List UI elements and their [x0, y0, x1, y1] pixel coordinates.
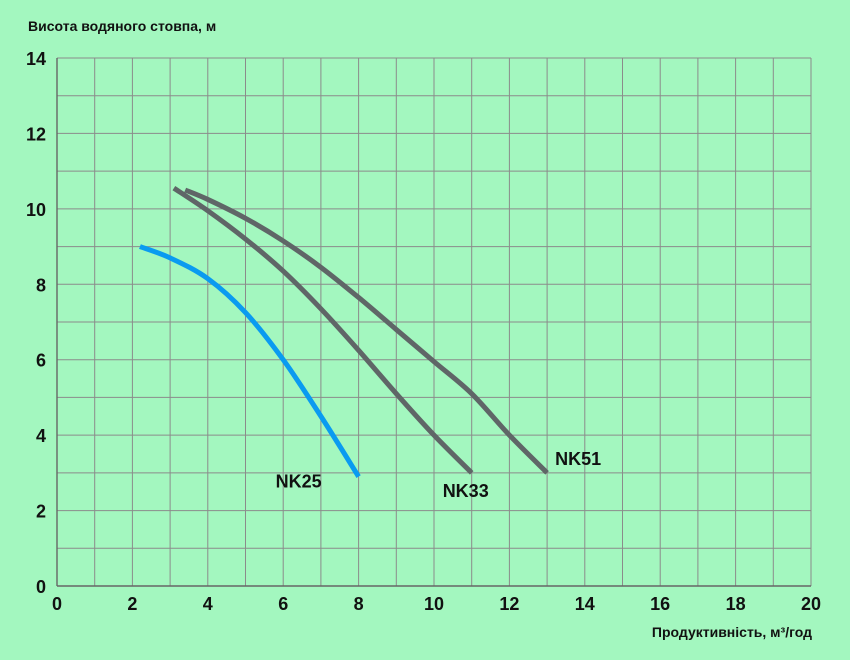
y-tick-label: 0	[36, 577, 46, 597]
x-tick-label: 0	[52, 594, 62, 614]
y-tick-label: 4	[36, 426, 46, 446]
series-label-nk33: NK33	[443, 481, 489, 501]
x-tick-label: 12	[499, 594, 519, 614]
series-layer	[139, 186, 549, 478]
series-label-nk25: NK25	[276, 472, 322, 492]
grid-layer	[56, 57, 812, 587]
axis-layer	[56, 58, 811, 587]
label-layer: NK25 NK33 NK51	[276, 449, 602, 501]
x-tick-label: 6	[278, 594, 288, 614]
y-tick-label: 6	[36, 351, 46, 371]
x-tick-label: 16	[650, 594, 670, 614]
series-line-nk33	[172, 186, 474, 475]
y-tick-label: 2	[36, 502, 46, 522]
tick-layer: 0 2 4 6 8 10 12 14 0 2 4 6 8 10 12 14 16 18 20	[26, 49, 821, 614]
x-tick-label: 2	[127, 594, 137, 614]
x-tick-label: 14	[575, 594, 595, 614]
y-tick-label: 10	[26, 200, 46, 220]
x-tick-label: 10	[424, 594, 444, 614]
series-line-nk51	[184, 187, 549, 475]
x-axis-title: Продуктивність, м³/год	[651, 624, 812, 640]
y-tick-label: 12	[26, 124, 46, 144]
x-tick-label: 4	[203, 594, 213, 614]
y-tick-label: 8	[36, 275, 46, 295]
y-axis-title: Висота водяного стовпа, м	[28, 18, 217, 34]
series-line-nk25	[139, 244, 361, 478]
x-tick-label: 8	[354, 594, 364, 614]
x-tick-label: 20	[801, 594, 821, 614]
x-tick-label: 18	[726, 594, 746, 614]
series-label-nk51: NK51	[555, 449, 601, 469]
y-tick-label: 14	[26, 49, 46, 69]
